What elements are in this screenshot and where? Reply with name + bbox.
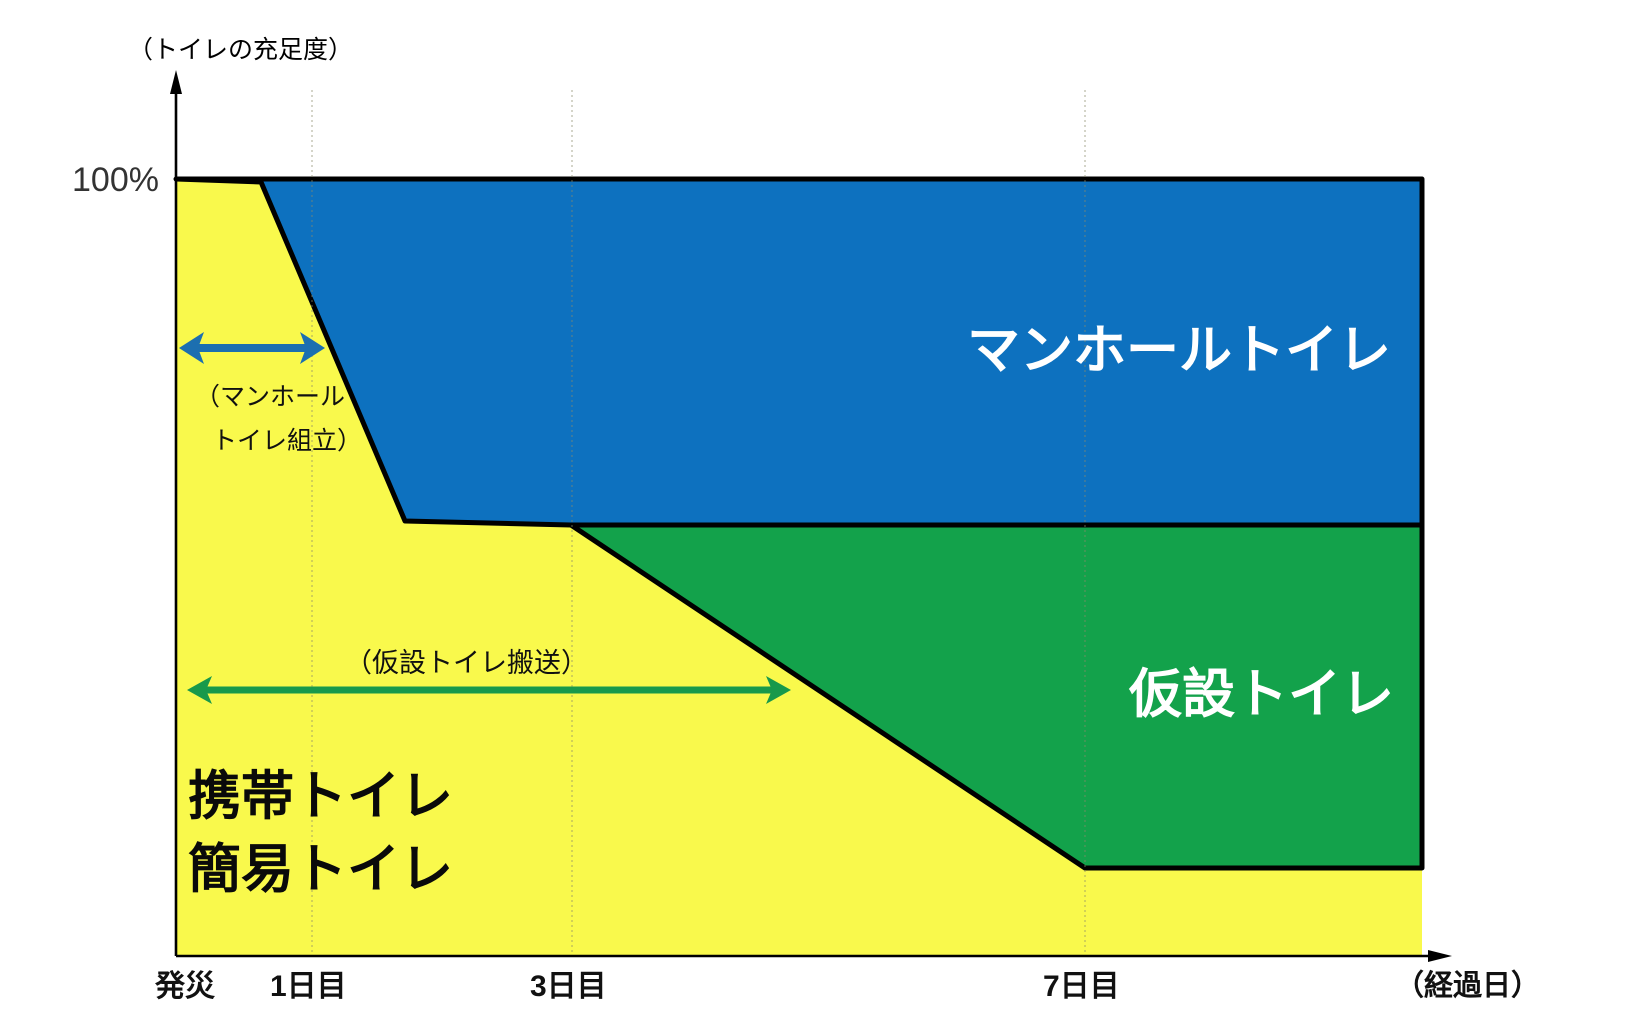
svg-text:発災: 発災 [154, 970, 216, 1003]
svg-text:トイレ組立）: トイレ組立） [212, 427, 362, 455]
svg-text:（経過日）: （経過日） [1395, 968, 1540, 1002]
svg-text:携帯トイレ: 携帯トイレ [188, 767, 453, 826]
svg-text:7日目: 7日目 [1043, 970, 1120, 1003]
svg-text:簡易トイレ: 簡易トイレ [188, 840, 453, 899]
svg-text:1日目: 1日目 [270, 970, 347, 1003]
svg-text:3日目: 3日目 [530, 970, 607, 1003]
svg-text:100%: 100% [72, 161, 159, 199]
svg-text:（仮設トイレ搬送）: （仮設トイレ搬送） [345, 648, 588, 678]
svg-text:（マンホール: （マンホール [195, 383, 345, 411]
svg-text:（トイレの充足度）: （トイレの充足度） [128, 36, 353, 64]
svg-text:仮設トイレ: 仮設トイレ [1128, 665, 1394, 724]
svg-text:マンホールトイレ: マンホールトイレ [967, 321, 1391, 380]
